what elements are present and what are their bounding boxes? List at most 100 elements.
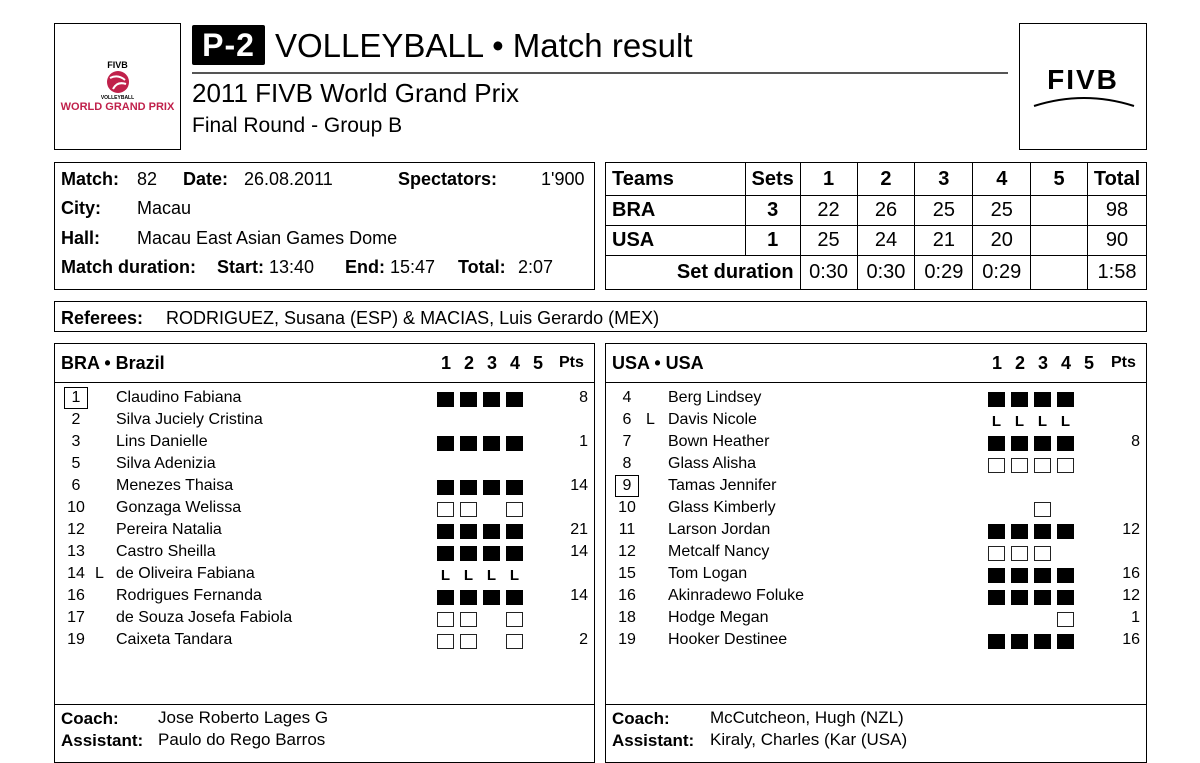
player-points: 2 bbox=[579, 631, 588, 648]
set-started-filled-icon bbox=[1011, 590, 1028, 605]
score-header-cell: 1 bbox=[799, 162, 858, 196]
player-number: 12 bbox=[67, 521, 85, 538]
player-row: 6 L Davis Nicole L L L L bbox=[606, 410, 1146, 432]
score-header-cell: 4 bbox=[972, 162, 1032, 196]
player-points: 16 bbox=[1122, 565, 1140, 582]
player-points: 1 bbox=[1131, 609, 1140, 626]
set-libero-marker: L bbox=[509, 567, 520, 584]
player-name: Tom Logan bbox=[668, 565, 748, 582]
set-libero-marker: L bbox=[440, 567, 451, 584]
player-number: 15 bbox=[618, 565, 636, 582]
set-started-filled-icon bbox=[988, 524, 1005, 539]
set-started-filled-icon bbox=[1057, 524, 1074, 539]
player-name: Metcalf Nancy bbox=[668, 543, 770, 560]
player-name: Castro Sheilla bbox=[116, 543, 216, 560]
player-row: 18 Hodge Megan 1 bbox=[606, 608, 1146, 630]
assistant-name: Paulo do Rego Barros bbox=[158, 730, 326, 749]
coach-name: McCutcheon, Hugh (NZL) bbox=[710, 708, 904, 727]
set-started-filled-icon bbox=[1011, 524, 1028, 539]
player-row: 2 Silva Juciely Cristina bbox=[55, 410, 594, 432]
assistant-label: Assistant: bbox=[61, 731, 144, 750]
player-number: 14 bbox=[67, 565, 85, 582]
set-column-header: 2 bbox=[464, 353, 475, 373]
set-started-filled-icon bbox=[988, 392, 1005, 407]
set-score: 21 bbox=[914, 225, 974, 256]
set-started-filled-icon bbox=[437, 392, 454, 407]
player-row: 16 Rodrigues Fernanda 14 bbox=[55, 586, 594, 608]
player-name: Davis Nicole bbox=[668, 411, 757, 428]
score-row-usa: USA 1 25 24 21 20 90 bbox=[605, 225, 1147, 256]
player-number: 19 bbox=[618, 631, 636, 648]
match-label: Match: bbox=[61, 169, 119, 189]
player-row: 7 Bown Heather 8 bbox=[606, 432, 1146, 454]
set-score bbox=[1030, 195, 1088, 226]
player-name: Hooker Destinee bbox=[668, 631, 788, 648]
header-divider bbox=[55, 382, 594, 383]
player-row: 12 Pereira Natalia 21 bbox=[55, 520, 594, 542]
set-started-filled-icon bbox=[988, 590, 1005, 605]
player-number: 16 bbox=[618, 587, 636, 604]
set-substitute-empty-icon bbox=[988, 546, 1005, 561]
player-name: Gonzaga Welissa bbox=[116, 499, 242, 516]
set-duration-value bbox=[1030, 255, 1088, 290]
set-column-header: 4 bbox=[510, 353, 521, 373]
set-libero-marker: L bbox=[991, 413, 1002, 430]
set-column-header: 5 bbox=[533, 353, 544, 373]
start-time: 13:40 bbox=[269, 257, 315, 277]
player-number: 13 bbox=[67, 543, 85, 560]
player-name: Berg Lindsey bbox=[668, 389, 762, 406]
player-number: 7 bbox=[622, 433, 632, 450]
set-score: 22 bbox=[799, 195, 858, 226]
set-duration-value: 0:29 bbox=[972, 255, 1032, 290]
set-started-filled-icon bbox=[460, 524, 477, 539]
set-substitute-empty-icon bbox=[460, 502, 477, 517]
round-name: Final Round - Group B bbox=[192, 114, 403, 137]
set-substitute-empty-icon bbox=[506, 502, 523, 517]
set-started-filled-icon bbox=[1057, 634, 1074, 649]
set-started-filled-icon bbox=[506, 392, 523, 407]
score-header-cell: 2 bbox=[856, 162, 916, 196]
page-title: VOLLEYBALL • Match result bbox=[275, 27, 693, 64]
set-started-filled-icon bbox=[1034, 568, 1051, 583]
set-column-header: 3 bbox=[487, 353, 498, 373]
score-header-cell: Teams bbox=[605, 162, 746, 196]
set-duration-value: 0:30 bbox=[799, 255, 858, 290]
player-name: de Oliveira Fabiana bbox=[116, 565, 255, 582]
competition-name: 2011 FIVB World Grand Prix bbox=[192, 78, 520, 108]
player-number: 5 bbox=[71, 455, 81, 472]
set-started-filled-icon bbox=[483, 590, 500, 605]
set-substitute-empty-icon bbox=[1034, 502, 1051, 517]
player-row: 6 Menezes Thaisa 14 bbox=[55, 476, 594, 498]
player-row: 15 Tom Logan 16 bbox=[606, 564, 1146, 586]
player-name: Glass Alisha bbox=[668, 455, 757, 472]
set-score: 26 bbox=[856, 195, 916, 226]
team-title: BRA • Brazil bbox=[61, 353, 165, 373]
set-substitute-empty-icon bbox=[988, 458, 1005, 473]
player-name: Bown Heather bbox=[668, 433, 770, 450]
player-points: 1 bbox=[579, 433, 588, 450]
player-number: 10 bbox=[67, 499, 85, 516]
set-started-filled-icon bbox=[483, 546, 500, 561]
pts-column-header: Pts bbox=[559, 354, 584, 371]
player-row: 1 Claudino Fabiana 8 bbox=[55, 387, 594, 410]
logo-fivb-text: FIVB bbox=[107, 60, 128, 70]
coach-divider bbox=[55, 704, 594, 705]
team-panel-usa: USA • USA 1 2 3 4 5 Pts 4 Berg Lindsey 6 L Davis Ni… bbox=[605, 343, 1147, 763]
player-points: 14 bbox=[570, 587, 588, 604]
coach-label: Coach: bbox=[612, 709, 670, 728]
set-substitute-empty-icon bbox=[1034, 546, 1051, 561]
hall-label: Hall: bbox=[61, 228, 101, 248]
total-points: 90 bbox=[1087, 225, 1147, 256]
date-label: Date: bbox=[183, 169, 229, 189]
team-title: USA • USA bbox=[612, 353, 704, 373]
set-duration-label: Set duration bbox=[605, 255, 801, 290]
player-row: 4 Berg Lindsey bbox=[606, 388, 1146, 410]
referees-label: Referees: bbox=[61, 308, 144, 328]
set-column-header: 5 bbox=[1084, 353, 1095, 373]
player-row: 16 Akinradewo Foluke 12 bbox=[606, 586, 1146, 608]
player-name: Akinradewo Foluke bbox=[668, 587, 805, 604]
set-started-filled-icon bbox=[1011, 568, 1028, 583]
logo-small-text: VOLLEYBALL bbox=[100, 95, 135, 101]
set-substitute-empty-icon bbox=[1011, 546, 1028, 561]
player-name: Rodrigues Fernanda bbox=[116, 587, 262, 604]
